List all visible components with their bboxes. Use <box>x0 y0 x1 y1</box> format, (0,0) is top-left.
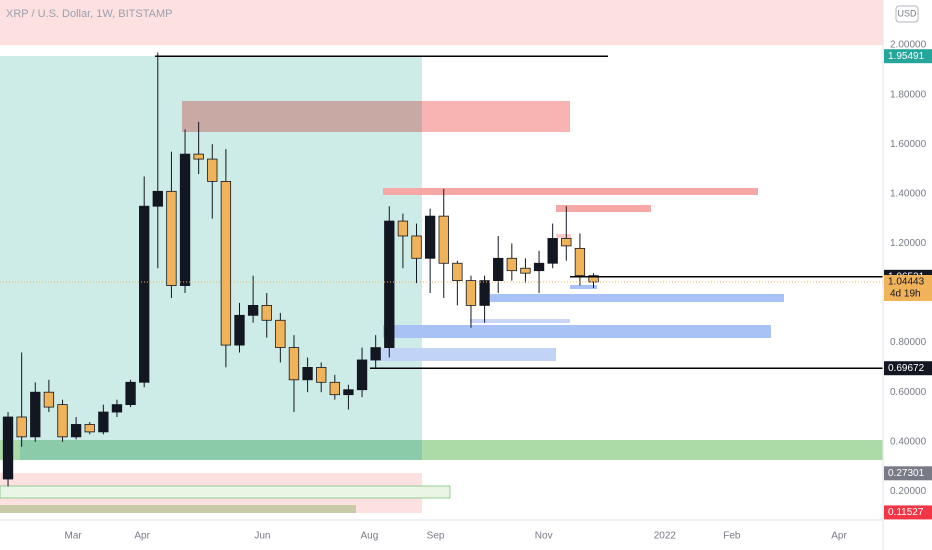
candle-body <box>370 347 381 361</box>
candle-body <box>588 275 599 283</box>
zone <box>383 188 758 195</box>
x-tick-label: Apr <box>134 531 150 542</box>
currency: USD <box>897 8 917 18</box>
candle-body <box>479 280 490 306</box>
candle-body <box>70 424 82 438</box>
candle-body <box>533 262 545 272</box>
candle-body <box>166 190 177 286</box>
candle-body <box>98 411 109 433</box>
candle-body <box>397 220 409 237</box>
x-tick-label: Mar <box>65 531 83 542</box>
candle-body <box>465 280 477 306</box>
zone <box>570 285 597 289</box>
price-label-bg <box>884 274 932 301</box>
x-tick-label: Apr <box>831 531 847 542</box>
candle-body <box>424 215 436 259</box>
zone <box>383 325 771 338</box>
x-tick-label: Aug <box>361 531 379 542</box>
zone <box>20 440 422 460</box>
y-tick-label: 0.60000 <box>890 387 927 398</box>
zone <box>370 348 556 361</box>
candle-body <box>179 153 191 286</box>
zone <box>556 234 571 238</box>
candle-body <box>547 238 558 264</box>
candle-body <box>343 389 354 396</box>
candle-body <box>288 347 300 381</box>
currency-badge <box>895 5 919 23</box>
zone <box>0 485 451 499</box>
candle-body <box>139 205 150 383</box>
candle-body <box>411 235 422 259</box>
price-label-bg <box>884 49 932 64</box>
candle-body <box>30 391 41 438</box>
candle-body <box>84 424 95 433</box>
candle-body <box>302 367 313 381</box>
candle-body <box>493 257 504 282</box>
candle-body <box>111 404 123 413</box>
price-label: 0.27301 <box>888 468 925 479</box>
zones <box>0 0 883 513</box>
price-label: 0.11527 <box>888 507 924 518</box>
price-label-bg <box>884 361 932 376</box>
chart-title: XRP / U.S. Dollar, 1W, BITSTAMP <box>6 8 172 20</box>
price-label: 1.95491 <box>888 51 925 62</box>
zone <box>0 0 883 45</box>
y-tick-label: 1.20000 <box>890 238 927 249</box>
candle-body <box>316 367 327 383</box>
zone <box>0 505 356 513</box>
candle-body <box>220 181 232 346</box>
candle-body <box>506 257 517 272</box>
candle-body <box>234 314 245 346</box>
x-tick-label: 2022 <box>654 531 677 542</box>
candle-body <box>247 305 259 316</box>
countdown: 4d 19h <box>890 289 921 300</box>
x-tick-label: Nov <box>535 531 553 542</box>
candle-body <box>152 190 163 207</box>
candle-body <box>520 267 531 274</box>
y-tick-label: 1.80000 <box>890 89 927 100</box>
y-tick-label: 1.60000 <box>890 139 927 150</box>
x-tick-label: Jun <box>254 531 270 542</box>
plot <box>0 52 883 487</box>
price-label: 0.69672 <box>888 363 925 374</box>
zone <box>490 294 784 302</box>
x-tick-label: Sep <box>427 531 445 542</box>
zone <box>182 101 422 132</box>
y-tick-label: 0.20000 <box>890 486 927 497</box>
candle-body <box>57 404 68 438</box>
candle-body <box>329 381 340 396</box>
candle-body <box>438 215 449 264</box>
candle-body <box>2 416 14 480</box>
x-tick-label: Feb <box>723 531 741 542</box>
y-tick-label: 0.40000 <box>890 436 927 447</box>
y-tick-label: 0.80000 <box>890 337 927 348</box>
price-label: 1.04443 <box>888 277 925 288</box>
candle-body <box>16 416 27 438</box>
y-tick-label: 2.00000 <box>890 40 927 51</box>
candle-body <box>561 238 572 247</box>
candle-body <box>275 319 286 348</box>
candle-body <box>384 220 395 348</box>
candle-body <box>574 247 586 277</box>
zone <box>556 205 651 212</box>
candle-body <box>452 262 463 282</box>
price-label-bg <box>884 505 932 520</box>
price-label-bg <box>884 466 932 481</box>
candle-body <box>193 153 204 160</box>
candle-body <box>43 391 55 408</box>
candle-body <box>207 158 218 182</box>
candle-body <box>356 359 368 391</box>
axis: 2.00000 1.80000 1.60000 1.40000 1.20000 0.800… <box>65 40 932 542</box>
y-tick-label: 1.40000 <box>890 188 927 199</box>
candle-body <box>261 305 272 321</box>
candle-body <box>125 381 136 406</box>
zone <box>470 319 570 323</box>
